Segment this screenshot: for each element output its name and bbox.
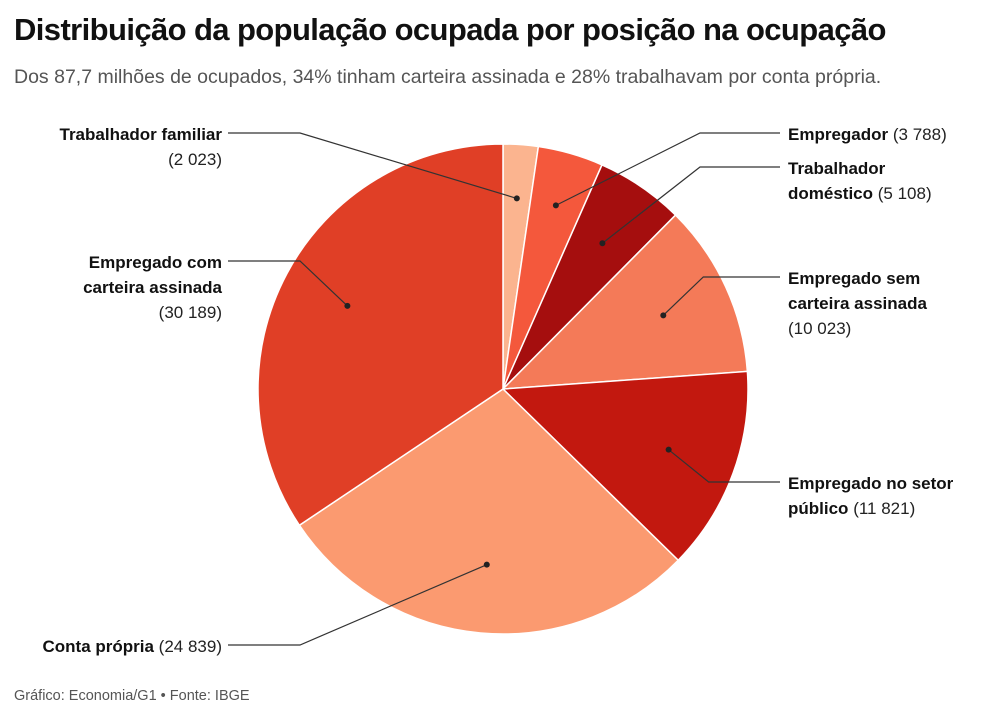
pie-slice-empregado-com-carteira-assinada — [257, 143, 504, 527]
leader-polyline — [555, 132, 780, 206]
label-value: (11 821) — [853, 499, 916, 518]
label-empregador: Empregador (3 788) — [788, 122, 1003, 147]
label-empregado-sem-carteira: Empregado sem carteira assinada (10 023) — [788, 266, 1003, 341]
leader-polyline — [228, 260, 348, 307]
leader-polyline — [668, 449, 780, 483]
label-name: Empregado no setor — [788, 474, 954, 493]
leader-polyline — [228, 564, 488, 646]
leader-line — [660, 276, 780, 319]
leader-line — [599, 166, 780, 247]
label-name-2: carteira assinada — [83, 278, 222, 297]
chart-subtitle: Dos 87,7 milhões de ocupados, 34% tinham… — [14, 66, 882, 88]
label-name-2: público — [788, 499, 849, 518]
label-name: Empregado com — [88, 253, 222, 272]
chart-footer: Gráfico: Economia/G1 • Fonte: IBGE — [14, 688, 250, 704]
leader-line — [228, 132, 520, 202]
leader-polyline — [602, 166, 780, 244]
pie-slice-empregado-no-setor-p-blico — [501, 370, 749, 562]
leader-dot — [665, 446, 672, 453]
leader-dot — [513, 195, 520, 202]
leader-dot — [344, 302, 351, 309]
label-name: Empregado sem — [788, 269, 921, 288]
label-empregado-setor-publico: Empregado no setor público (11 821) — [788, 471, 1003, 521]
label-name: Empregador — [788, 125, 889, 144]
label-value: (5 108) — [877, 184, 932, 203]
leader-dot — [552, 202, 559, 209]
label-name: Conta própria — [42, 637, 154, 656]
leader-line — [552, 132, 780, 209]
label-value: (30 189) — [158, 303, 222, 322]
leader-line — [228, 561, 490, 646]
leader-dot — [660, 312, 667, 319]
leader-line — [665, 446, 780, 483]
leader-polyline — [662, 276, 780, 316]
leader-line — [228, 260, 351, 309]
label-name-2: carteira assinada — [788, 294, 927, 313]
leader-dot — [599, 240, 606, 247]
label-value: (24 839) — [158, 637, 222, 656]
label-trabalhador-domestico: Trabalhador doméstico (5 108) — [788, 156, 1003, 206]
label-conta-propria: Conta própria (24 839) — [0, 634, 222, 659]
pie-slice-conta-pr-pria — [298, 388, 680, 635]
label-value: (3 788) — [892, 125, 947, 144]
label-name: Trabalhador — [788, 159, 886, 178]
pie-slice-empregado-sem-carteira-assinada — [501, 214, 749, 390]
chart-title: Distribuição da população ocupada por po… — [14, 12, 886, 47]
label-trabalhador-familiar: Trabalhador familiar (2 023) — [0, 122, 223, 172]
label-name-2: doméstico — [788, 184, 874, 203]
label-empregado-com-carteira: Empregado com carteira assinada (30 189) — [0, 250, 222, 325]
label-value: (2 023) — [168, 150, 222, 169]
label-value: (10 023) — [788, 319, 852, 338]
label-name: Trabalhador familiar — [59, 125, 223, 144]
leader-dot — [483, 561, 490, 568]
leader-polyline — [228, 132, 517, 199]
